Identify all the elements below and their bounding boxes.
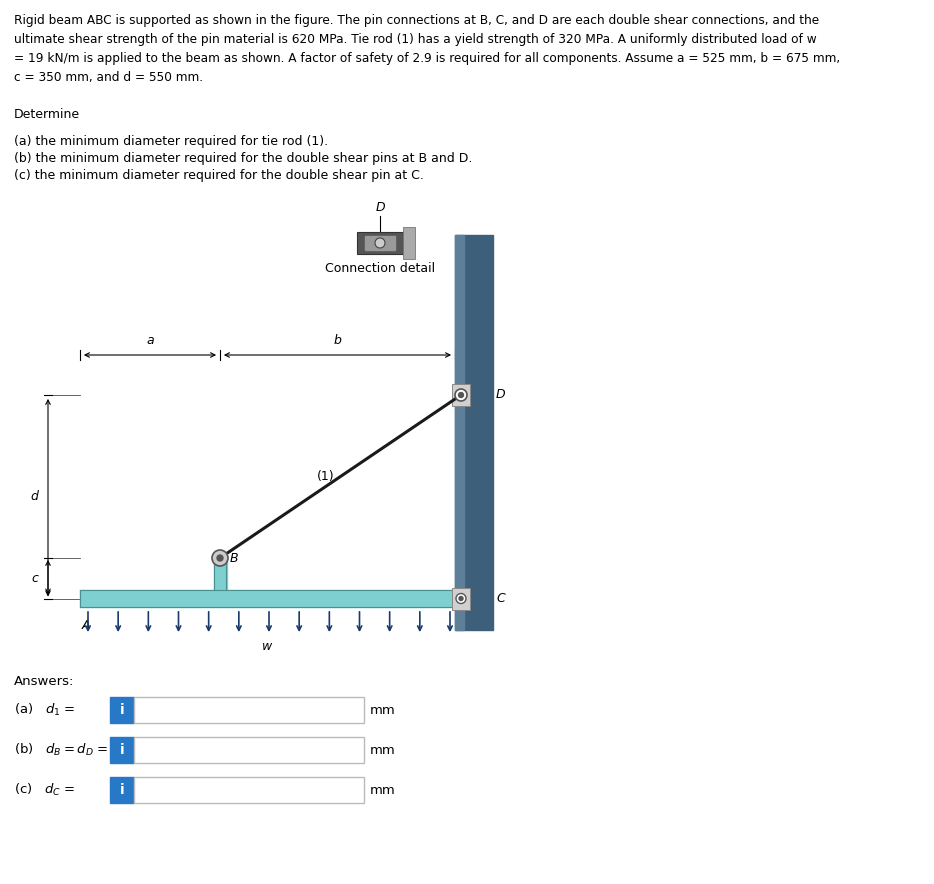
Bar (214, 558, 227, 590)
Text: (b) the minimum diameter required for the double shear pins at B and D.: (b) the minimum diameter required for th… (14, 152, 473, 165)
Bar (455, 235, 464, 630)
Bar (134, 737, 364, 763)
Bar (365, 236, 395, 250)
Text: (c)   $d_C$ =: (c) $d_C$ = (14, 782, 76, 798)
Text: (b)   $d_B = d_D$ =: (b) $d_B = d_D$ = (14, 742, 108, 758)
Text: D: D (496, 388, 505, 401)
Bar (455, 235, 493, 630)
Bar (403, 227, 415, 259)
Text: mm: mm (370, 704, 396, 717)
Text: (c) the minimum diameter required for the double shear pin at C.: (c) the minimum diameter required for th… (14, 169, 424, 182)
Text: c: c (31, 572, 38, 584)
Text: (a) the minimum diameter required for tie rod (1).: (a) the minimum diameter required for ti… (14, 135, 328, 148)
Text: (a)   $d_1$ =: (a) $d_1$ = (14, 702, 76, 718)
Circle shape (456, 593, 466, 604)
Text: (1): (1) (317, 470, 334, 483)
Text: mm: mm (370, 783, 396, 796)
Bar (452, 384, 470, 406)
Bar (110, 697, 134, 723)
Circle shape (375, 238, 385, 248)
Bar (357, 232, 403, 254)
Circle shape (459, 392, 463, 398)
Text: Determine: Determine (14, 108, 80, 121)
Text: i: i (120, 743, 124, 757)
Text: A: A (82, 619, 91, 632)
Text: Rigid beam ABC is supported as shown in the figure. The pin connections at B, C,: Rigid beam ABC is supported as shown in … (14, 14, 840, 84)
Text: B: B (230, 552, 238, 565)
Text: w: w (262, 640, 273, 653)
Text: Answers:: Answers: (14, 675, 75, 688)
Text: C: C (496, 592, 504, 605)
Bar (110, 737, 134, 763)
Bar (134, 777, 364, 803)
Text: i: i (120, 783, 124, 797)
Bar (80, 590, 455, 607)
Text: a: a (147, 334, 154, 347)
Text: b: b (333, 334, 342, 347)
Circle shape (212, 550, 228, 566)
Bar (110, 777, 134, 803)
Text: d: d (30, 491, 38, 503)
Circle shape (459, 597, 463, 600)
Bar (134, 697, 364, 723)
Text: mm: mm (370, 743, 396, 757)
Text: D: D (375, 201, 385, 214)
Text: i: i (120, 703, 124, 717)
Bar (452, 588, 470, 609)
Circle shape (217, 555, 223, 561)
Text: Connection detail: Connection detail (325, 262, 435, 275)
Circle shape (455, 389, 467, 401)
